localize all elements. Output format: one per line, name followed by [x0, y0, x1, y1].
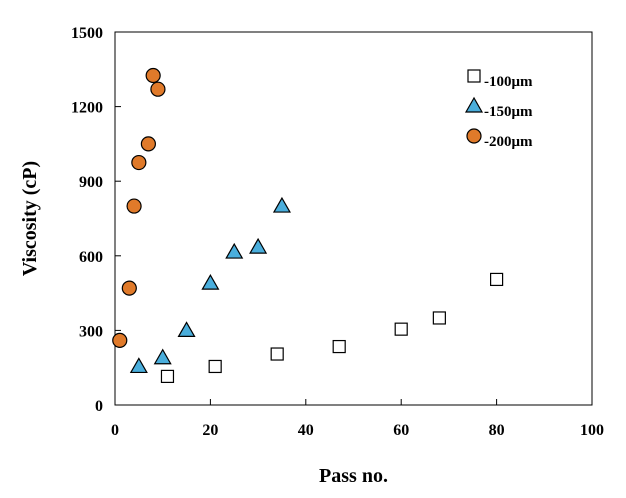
data-point	[145, 67, 161, 84]
legend-label: -100μm	[484, 74, 533, 90]
x-tick-label: 40	[298, 422, 314, 439]
series-square	[160, 272, 504, 384]
data-point	[249, 237, 268, 254]
legend-marker	[466, 128, 482, 144]
x-tick-label: 0	[111, 422, 119, 439]
series-circle	[112, 67, 166, 348]
data-point	[490, 272, 504, 287]
data-point	[272, 196, 291, 213]
data-point	[140, 136, 156, 152]
plot-frame	[114, 31, 593, 406]
legend-marker	[467, 69, 481, 83]
data-point	[208, 359, 222, 374]
y-axis-title: Viscosity (cP)	[19, 161, 41, 276]
legend-item: -100μm	[467, 69, 533, 90]
x-tick-label: 100	[580, 422, 604, 439]
legend: -100μm -150μm -200μm	[464, 69, 533, 150]
y-tick-label: 0	[95, 398, 103, 415]
data-point	[394, 322, 408, 336]
x-tick-label: 80	[489, 422, 505, 439]
x-tick-label: 60	[393, 422, 409, 439]
data-point	[112, 332, 128, 348]
series-triangle	[129, 196, 291, 374]
data-marks	[112, 67, 504, 384]
y-tick-label: 300	[79, 323, 103, 340]
y-tick-label: 1500	[71, 25, 103, 42]
x-axis-title: Pass no.	[319, 465, 388, 487]
legend-label: -200μm	[484, 134, 533, 150]
data-point	[131, 154, 147, 171]
y-axis: 0 300 600 900 1200 1500	[71, 25, 121, 415]
y-tick-label: 900	[79, 174, 103, 191]
data-point	[270, 347, 284, 361]
data-point	[201, 273, 220, 290]
y-tick-label: 600	[79, 249, 103, 266]
x-tick-label: 20	[202, 422, 218, 439]
data-point	[160, 369, 175, 384]
data-point	[432, 311, 446, 325]
data-point	[121, 280, 137, 296]
plot-area	[114, 31, 593, 406]
x-axis: 0 20 40 60 80 100	[111, 399, 604, 439]
y-tick-label: 1200	[71, 100, 103, 117]
data-point	[129, 357, 148, 374]
legend-item: -150μm	[464, 96, 533, 120]
data-point	[126, 198, 142, 214]
data-point	[150, 81, 166, 97]
data-point	[332, 339, 346, 354]
data-point	[177, 321, 196, 337]
data-point	[153, 348, 172, 365]
legend-marker	[464, 96, 484, 113]
data-point	[225, 242, 244, 259]
legend-item: -200μm	[466, 128, 533, 150]
legend-label: -150μm	[484, 104, 533, 120]
